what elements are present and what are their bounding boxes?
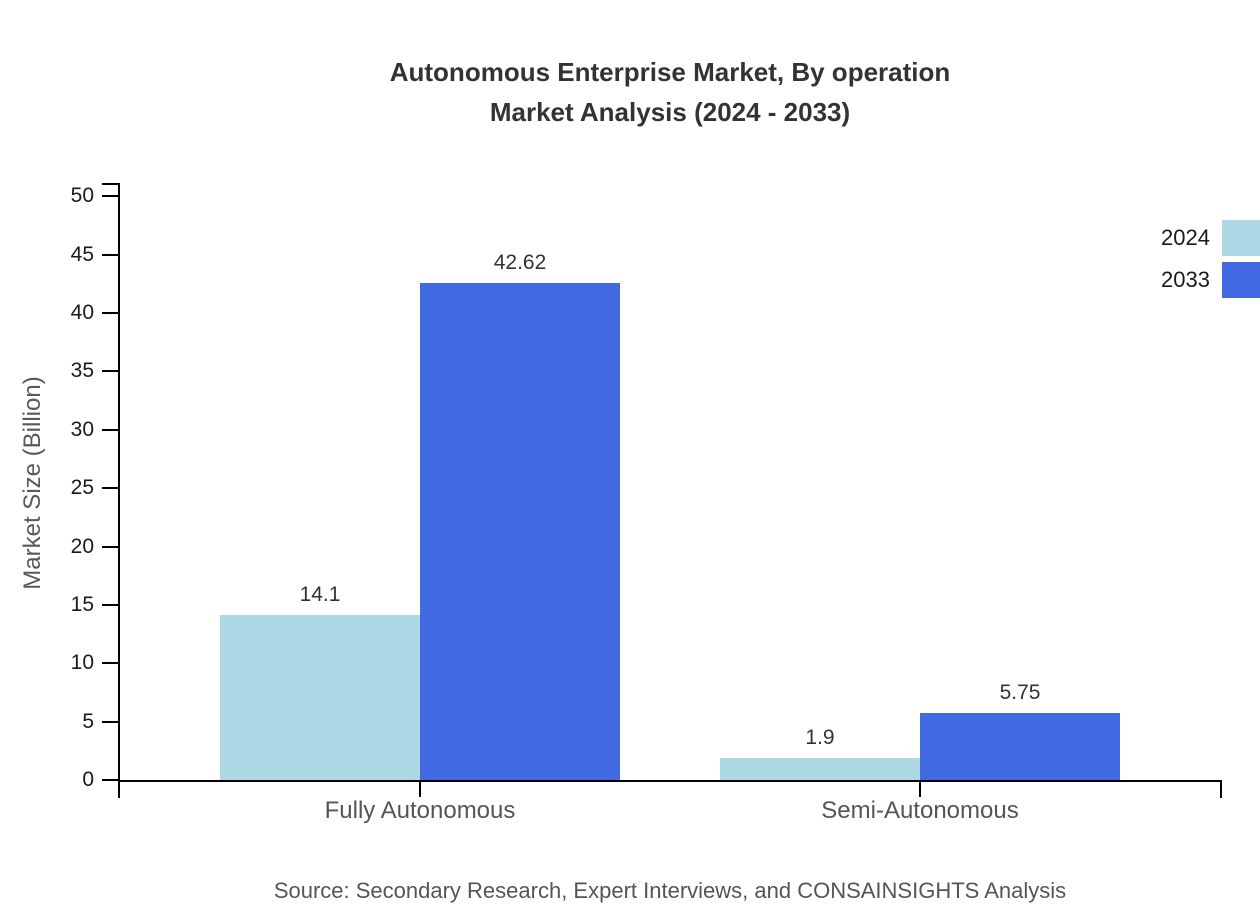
y-tick-label: 30 [70, 417, 94, 441]
y-tick-label: 45 [70, 242, 94, 266]
y-tick-label: 10 [70, 651, 94, 675]
y-axis-outer-tick [102, 183, 118, 185]
chart-title-line1: Autonomous Enterprise Market, By operati… [389, 57, 951, 87]
plot-area: 0 5 10 15 20 25 30 35 40 45 50 Fully Autonomous Semi… [71, 183, 1222, 824]
bar-value-label: 5.75 [999, 680, 1041, 704]
legend-swatch [1222, 262, 1260, 298]
bar [420, 282, 620, 780]
x-axis-outer-tick-left [118, 782, 120, 798]
y-tick-label: 25 [70, 476, 94, 500]
y-tick-label: 0 [82, 768, 94, 791]
y-tick-label: 20 [70, 534, 94, 558]
y-tick [102, 370, 118, 373]
legend-item: 2033 [1161, 262, 1260, 298]
x-category-label: Semi-Autonomous [821, 797, 1019, 824]
bar-value-label: 14.1 [299, 583, 341, 607]
y-tick [102, 720, 118, 723]
y-tick [102, 545, 118, 548]
bar [720, 757, 920, 780]
y-tick [102, 312, 118, 315]
y-axis-line [118, 183, 120, 782]
y-tick [102, 195, 118, 198]
x-tick [419, 782, 421, 797]
x-axis-outer-tick-right [1220, 782, 1222, 798]
y-tick [102, 603, 118, 606]
chart-title-line2: Market Analysis (2024 - 2033) [489, 97, 851, 127]
y-tick [102, 779, 118, 781]
y-tick [102, 428, 118, 431]
y-tick-label: 5 [82, 709, 94, 733]
bar [920, 712, 1120, 780]
bar [220, 615, 420, 780]
source-note: Source: Secondary Research, Expert Inter… [273, 878, 1067, 903]
legend-swatch [1222, 220, 1260, 256]
x-category-label: Fully Autonomous [324, 797, 516, 824]
bar-value-label: 42.62 [493, 250, 547, 274]
legend-label: 2033 [1161, 267, 1210, 292]
y-tick-label: 35 [70, 359, 94, 383]
legend-label: 2024 [1161, 225, 1210, 250]
chart-title: Autonomous Enterprise Market, By operati… [70, 52, 1260, 132]
y-tick-label: 50 [70, 184, 94, 208]
y-tick [102, 662, 118, 665]
y-tick-label: 40 [70, 301, 94, 325]
y-tick [102, 487, 118, 490]
y-tick-label: 15 [70, 592, 94, 616]
legend-item: 2024 [1161, 220, 1260, 256]
y-tick [102, 253, 118, 256]
x-tick [919, 782, 921, 797]
bar-value-label: 1.9 [805, 725, 835, 749]
x-axis-line [118, 780, 1222, 782]
legend: 2024 2033 [1161, 220, 1260, 304]
